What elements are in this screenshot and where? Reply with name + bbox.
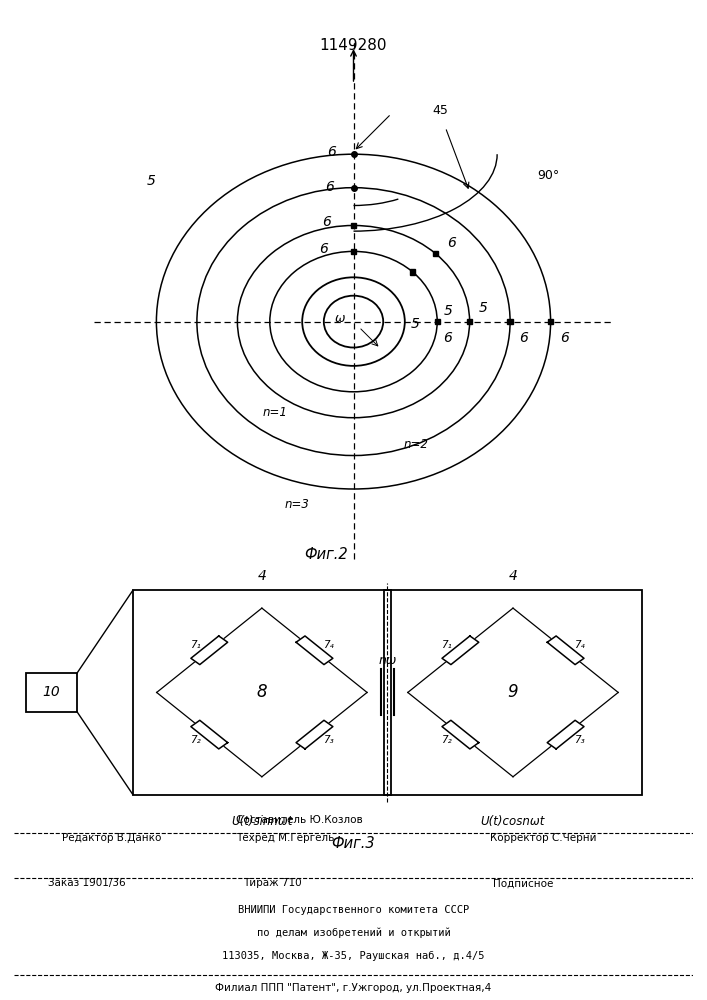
Polygon shape [296,720,333,749]
Text: 7₁: 7₁ [189,640,200,650]
Text: 6: 6 [448,236,456,250]
Text: 90°: 90° [537,169,559,182]
Bar [548,319,554,324]
Text: ВНИИПИ Государственного комитета СССР: ВНИИПИ Государственного комитета СССР [238,905,469,915]
Text: n=1: n=1 [263,406,288,419]
Polygon shape [191,720,228,749]
Bar [26,673,77,712]
Bar [433,251,438,256]
Text: 5: 5 [443,304,452,318]
Text: Техред М.Гергель: Техред М.Гергель [236,833,335,843]
Text: по делам изобретений и открытий: по делам изобретений и открытий [257,928,450,938]
Text: 7₃: 7₃ [575,735,585,745]
Bar [133,590,391,795]
Polygon shape [547,636,584,665]
Text: 6: 6 [443,331,452,345]
Text: U(t)sinnωt: U(t)sinnωt [231,815,293,828]
Bar [384,590,642,795]
Text: Редактор В.Данко: Редактор В.Данко [62,833,161,843]
Text: 6: 6 [519,331,528,345]
Text: 6: 6 [560,331,568,345]
Text: 5: 5 [479,301,488,315]
Text: 4: 4 [508,569,518,583]
Text: Корректор С.Черни: Корректор С.Черни [490,833,597,843]
Text: 6: 6 [325,180,334,194]
Text: 5: 5 [411,317,420,331]
Text: nω: nω [378,654,397,667]
Text: 7₁: 7₁ [440,640,452,650]
Text: 9: 9 [508,683,518,701]
Text: 7₄: 7₄ [575,640,585,650]
Text: 10: 10 [42,685,60,699]
Polygon shape [191,636,228,665]
Text: 7₂: 7₂ [440,735,452,745]
Text: Заказ 1901/36: Заказ 1901/36 [48,878,126,888]
Text: 5: 5 [146,174,156,188]
Text: U(t)cosnωt: U(t)cosnωt [481,815,545,828]
Text: 6: 6 [322,215,331,229]
Text: n=3: n=3 [284,498,309,511]
Text: 1149280: 1149280 [320,38,387,53]
Bar [467,319,472,324]
Polygon shape [442,720,479,749]
Text: n=2: n=2 [403,438,428,452]
Text: 6: 6 [320,242,328,256]
Bar [351,249,356,254]
Bar [410,269,416,275]
Polygon shape [547,720,584,749]
Bar [435,319,440,324]
Text: 6: 6 [327,144,337,158]
Text: 7₄: 7₄ [323,640,334,650]
Bar [508,319,513,324]
Bar [351,223,356,228]
Text: Подписное: Подписное [493,878,554,888]
Text: ω: ω [334,312,345,325]
Text: Составитель Ю.Козлов: Составитель Ю.Козлов [236,815,363,825]
Text: 45: 45 [432,104,448,117]
Text: 8: 8 [257,683,267,701]
Text: 7₂: 7₂ [189,735,200,745]
Polygon shape [442,636,479,665]
Text: Тираж 710: Тираж 710 [243,878,301,888]
Text: 7₃: 7₃ [323,735,334,745]
Polygon shape [296,636,333,665]
Text: Филиал ППП "Патент", г.Ужгород, ул.Проектная,4: Филиал ППП "Патент", г.Ужгород, ул.Проек… [216,983,491,993]
Text: 4: 4 [257,569,267,583]
Text: Фиг.2: Фиг.2 [305,547,349,562]
Text: Фиг.3: Фиг.3 [332,836,375,851]
Text: 113035, Москва, Ж-35, Раушская наб., д.4/5: 113035, Москва, Ж-35, Раушская наб., д.4… [222,951,485,961]
